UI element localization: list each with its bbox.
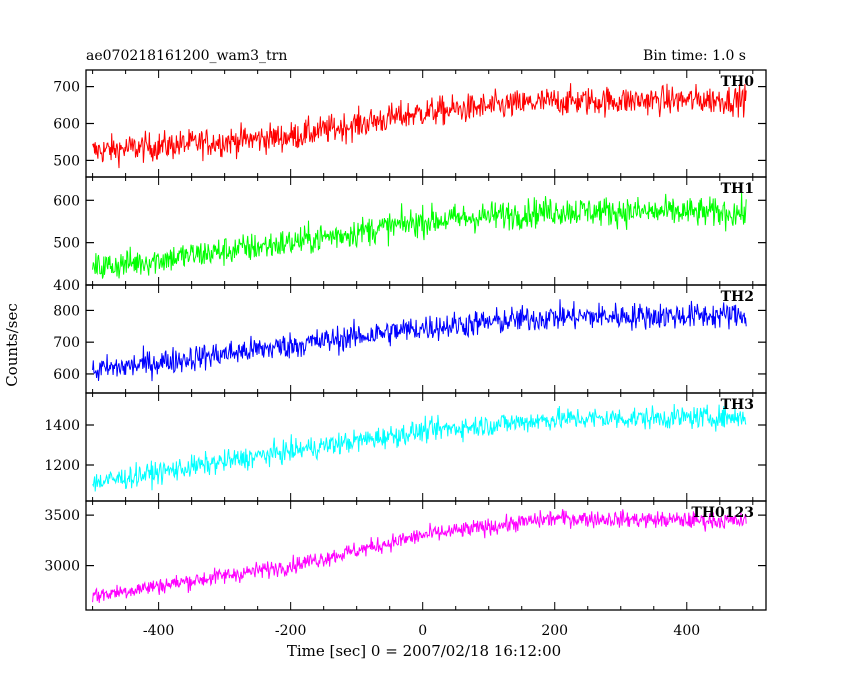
series-name-label: TH3 — [721, 397, 754, 413]
panel-frame — [85, 392, 767, 502]
x-tick-label: -200 — [275, 623, 306, 639]
panel-th3: 1200 1400 TH3 — [44, 392, 767, 502]
panel-th0123: 3000 3500 TH0123 — [44, 500, 767, 611]
series-name-label: TH0 — [721, 74, 755, 90]
y-tick-label: 600 — [53, 117, 80, 133]
bin-time-label: Bin time: 1.0 s — [643, 48, 746, 64]
y-tick-label: 800 — [53, 303, 80, 319]
y-tick-label: 1400 — [44, 418, 80, 434]
chart-title: ae070218161200_wam3_trn — [86, 48, 287, 64]
series-line-th3 — [92, 403, 747, 492]
y-tick-label: 600 — [53, 367, 80, 383]
y-tick-label: 1200 — [44, 458, 80, 474]
y-tick-label: 500 — [53, 153, 80, 169]
panel-th2: 600 700 800 TH2 — [53, 284, 767, 394]
series-line-th0123 — [92, 509, 747, 603]
y-axis-label: Counts/sec — [3, 303, 21, 387]
panel-frame — [85, 69, 767, 178]
panels-group: 500 600 700 TH0 400 500 600 TH1 600 700 800 TH2 1200… — [44, 69, 767, 639]
y-tick-label: 700 — [53, 80, 80, 96]
x-axis-label: Time [sec] 0 = 2007/02/18 16:12:00 — [287, 642, 561, 660]
y-tick-label: 3000 — [44, 559, 80, 575]
y-tick-label: 3500 — [44, 508, 80, 524]
y-tick-label: 600 — [53, 193, 80, 209]
series-name-label: TH1 — [721, 181, 754, 197]
x-tick-label: 400 — [673, 623, 700, 639]
y-tick-label: 700 — [53, 335, 80, 351]
panel-frame — [85, 500, 767, 611]
panel-frame — [85, 176, 767, 286]
series-name-label: TH2 — [721, 289, 754, 305]
y-tick-label: 500 — [53, 236, 80, 252]
series-line-th1 — [92, 192, 747, 279]
panel-th0: 500 600 700 TH0 — [53, 69, 767, 178]
y-tick-label: 400 — [53, 278, 80, 294]
x-tick-label: 200 — [541, 623, 568, 639]
series-line-th2 — [92, 299, 747, 382]
panel-frame — [85, 284, 767, 394]
x-tick-label: 0 — [418, 623, 427, 639]
x-tick-label: -400 — [143, 623, 174, 639]
series-name-label: TH0123 — [691, 505, 754, 521]
series-line-th0 — [92, 83, 747, 169]
panel-th1: 400 500 600 TH1 — [53, 176, 767, 294]
